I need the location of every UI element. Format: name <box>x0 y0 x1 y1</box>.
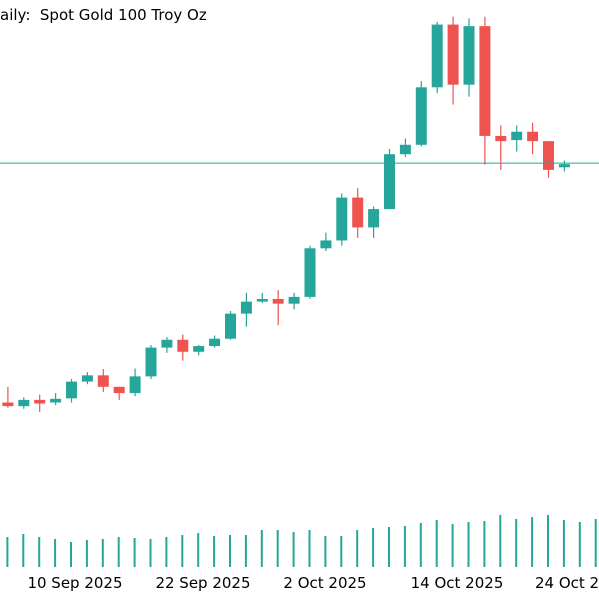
candle-body <box>34 399 46 404</box>
bullish-candle <box>50 393 62 406</box>
candle-body <box>384 154 395 210</box>
candle-body <box>129 376 141 394</box>
volume-layer <box>6 515 597 567</box>
bearish-candle <box>495 125 507 170</box>
candle-body <box>256 299 268 302</box>
bearish-candle <box>34 394 46 412</box>
bullish-candle <box>368 206 380 238</box>
candles-layer <box>2 16 570 412</box>
candle-body <box>415 87 427 145</box>
bearish-candle <box>2 386 14 408</box>
bullish-candle <box>256 292 268 304</box>
bearish-candle <box>543 141 554 178</box>
bearish-candle <box>177 334 189 361</box>
chart-title: aily: Spot Gold 100 Troy Oz <box>0 6 207 24</box>
bullish-candle <box>336 193 348 246</box>
candle-body <box>352 197 364 228</box>
candle-body <box>18 399 30 407</box>
candle-body <box>161 339 173 348</box>
candle-body <box>495 135 507 142</box>
candle-body <box>336 197 348 241</box>
candle-body <box>320 240 332 249</box>
candle-body <box>399 144 411 155</box>
candle-body <box>527 131 539 142</box>
candle-body <box>511 131 523 141</box>
bullish-candle <box>558 160 570 172</box>
candle-body <box>558 164 570 168</box>
x-tick-label: 22 Sep 2025 <box>155 574 250 592</box>
x-axis: 10 Sep 2025 22 Sep 2025 2 Oct 2025 14 Oc… <box>27 574 599 592</box>
candle-body <box>177 339 189 352</box>
candle-body <box>304 248 316 297</box>
bearish-candle <box>113 386 125 400</box>
bullish-candle <box>288 292 300 310</box>
bullish-candle <box>320 232 332 251</box>
candle-body <box>145 347 157 377</box>
candle-body <box>447 24 459 85</box>
bullish-candle <box>225 311 236 340</box>
candle-body <box>368 209 380 228</box>
x-tick-label: 2 Oct 2025 <box>283 574 366 592</box>
x-tick-label: 14 Oct 2025 <box>411 574 504 592</box>
bullish-candle <box>399 138 411 157</box>
bullish-candle <box>161 337 173 353</box>
bearish-candle <box>479 16 491 165</box>
candle-body <box>543 141 554 170</box>
bearish-candle <box>447 16 459 105</box>
x-tick-label: 10 Sep 2025 <box>27 574 122 592</box>
candle-body <box>431 24 443 88</box>
candle-body <box>209 338 221 347</box>
bearish-candle <box>272 290 284 326</box>
candle-body <box>225 313 236 339</box>
candle-body <box>272 299 284 304</box>
candle-body <box>2 402 14 407</box>
candle-body <box>193 346 205 352</box>
bullish-candle <box>145 345 157 379</box>
x-tick-label: 24 Oct 2 <box>535 574 599 592</box>
candle-body <box>113 386 125 394</box>
bullish-candle <box>384 148 395 210</box>
bullish-candle <box>18 397 30 409</box>
candle-body <box>288 296 300 304</box>
bullish-candle <box>193 345 205 356</box>
bearish-candle <box>97 369 109 393</box>
candle-body <box>463 26 475 85</box>
bullish-candle <box>304 245 316 299</box>
bullish-candle <box>415 81 427 147</box>
candle-body <box>97 375 109 387</box>
candle-body <box>50 398 62 403</box>
bullish-candle <box>431 21 443 94</box>
candle-body <box>81 375 93 382</box>
bearish-candle <box>527 122 539 155</box>
bullish-candle <box>463 18 475 97</box>
bullish-candle <box>129 368 141 397</box>
bearish-candle <box>352 188 364 238</box>
bullish-candle <box>66 378 77 403</box>
candle-body <box>66 381 77 399</box>
bullish-candle <box>240 292 252 327</box>
bullish-candle <box>511 125 523 152</box>
candle-body <box>479 26 491 136</box>
bullish-candle <box>81 372 93 385</box>
candle-body <box>240 301 252 314</box>
bullish-candle <box>209 335 221 348</box>
